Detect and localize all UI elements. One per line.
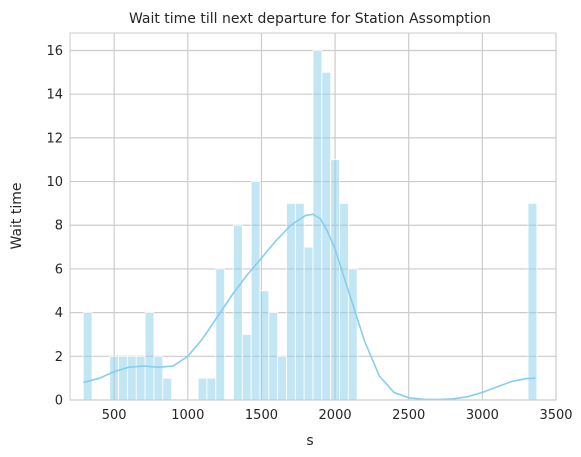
histogram-bar	[215, 268, 226, 401]
y-tick-label: 10	[46, 175, 63, 190]
chart-title: Wait time till next departure for Statio…	[129, 11, 491, 27]
histogram-bar	[197, 377, 208, 401]
histogram-bar	[259, 290, 270, 401]
histogram-bar	[286, 202, 296, 401]
histogram-bar	[347, 268, 358, 401]
histogram-bar	[233, 224, 243, 401]
histogram-bar	[153, 355, 164, 401]
histogram-bar	[162, 377, 173, 401]
histogram-bar	[277, 355, 287, 401]
y-tick-label: 16	[46, 44, 63, 59]
y-tick-label: 14	[46, 88, 63, 103]
x-tick-label: 1000	[171, 408, 204, 423]
histogram-bar	[82, 312, 93, 401]
histogram-bar	[268, 312, 279, 401]
x-axis-label: s	[306, 433, 313, 449]
y-tick-label: 0	[55, 394, 63, 409]
histogram-bar	[339, 202, 349, 401]
y-tick-label: 2	[55, 350, 63, 365]
histogram-bar	[527, 202, 538, 401]
histogram-bar	[303, 246, 314, 401]
x-tick-label: 2500	[392, 408, 425, 423]
y-tick-label: 8	[55, 219, 63, 234]
histogram-bar	[294, 202, 305, 401]
y-tick-label: 4	[55, 306, 63, 321]
histogram-bar	[109, 355, 119, 401]
histogram-bar	[144, 312, 155, 401]
histogram-bar	[135, 355, 146, 401]
kde-curve	[83, 213, 536, 401]
x-tick-labels: 500 1000 1500 2000 2500 3000 3500	[102, 408, 573, 423]
x-tick-label: 500	[102, 408, 127, 423]
y-tick-labels: 0 2 4 6 8 10 12 14 16	[46, 44, 63, 409]
y-tick-label: 6	[55, 262, 63, 277]
y-axis-label: Wait time	[9, 183, 25, 250]
y-tick-label: 12	[46, 131, 63, 146]
histogram-bar	[127, 355, 137, 401]
histogram-bar	[118, 355, 128, 401]
plot-frame	[69, 32, 557, 401]
histogram-bar	[312, 50, 323, 401]
histogram-bar	[206, 377, 217, 401]
histogram-bar	[250, 181, 261, 401]
x-tick-label: 2000	[319, 408, 352, 423]
x-tick-label: 3500	[539, 408, 572, 423]
histogram-bar	[330, 159, 340, 401]
histogram-bar	[241, 334, 252, 401]
histogram-bars	[82, 50, 538, 401]
x-tick-label: 1500	[245, 408, 278, 423]
x-tick-label: 3000	[466, 408, 499, 423]
